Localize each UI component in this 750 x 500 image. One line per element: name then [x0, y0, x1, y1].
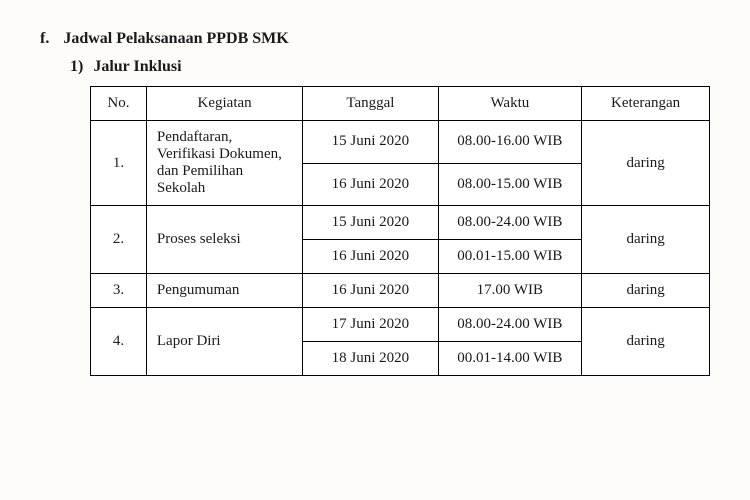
header-kegiatan: Kegiatan [146, 87, 302, 121]
cell-kegiatan: Proses seleksi [146, 206, 302, 274]
cell-kegiatan: Pengumuman [146, 274, 302, 308]
table-row: 4. Lapor Diri 17 Juni 2020 08.00-24.00 W… [91, 308, 710, 342]
cell-tanggal: 15 Juni 2020 [303, 206, 438, 240]
cell-ket: daring [582, 206, 710, 274]
schedule-table: No. Kegiatan Tanggal Waktu Keterangan 1.… [90, 86, 710, 376]
table-row: 1. Pendaftaran, Verifikasi Dokumen, dan … [91, 121, 710, 164]
table-body: 1. Pendaftaran, Verifikasi Dokumen, dan … [91, 121, 710, 376]
cell-no: 1. [91, 121, 147, 206]
cell-waktu: 00.01-15.00 WIB [438, 240, 582, 274]
table-row: 3. Pengumuman 16 Juni 2020 17.00 WIB dar… [91, 274, 710, 308]
cell-tanggal: 16 Juni 2020 [303, 274, 438, 308]
header-keterangan: Keterangan [582, 87, 710, 121]
cell-no: 2. [91, 206, 147, 274]
cell-tanggal: 18 Juni 2020 [303, 342, 438, 376]
header-tanggal: Tanggal [303, 87, 438, 121]
header-no: No. [91, 87, 147, 121]
cell-waktu: 08.00-24.00 WIB [438, 206, 582, 240]
cell-tanggal: 16 Juni 2020 [303, 240, 438, 274]
subsection-title: Jalur Inklusi [93, 58, 181, 76]
section-title: Jadwal Pelaksanaan PPDB SMK [63, 30, 288, 48]
cell-no: 4. [91, 308, 147, 376]
cell-waktu: 08.00-15.00 WIB [438, 163, 582, 206]
cell-kegiatan: Lapor Diri [146, 308, 302, 376]
cell-waktu: 17.00 WIB [438, 274, 582, 308]
cell-ket: daring [582, 121, 710, 206]
section-f-header: f. Jadwal Pelaksanaan PPDB SMK [40, 30, 710, 48]
cell-ket: daring [582, 308, 710, 376]
cell-tanggal: 16 Juni 2020 [303, 163, 438, 206]
cell-waktu: 08.00-24.00 WIB [438, 308, 582, 342]
cell-tanggal: 15 Juni 2020 [303, 121, 438, 164]
table-header-row: No. Kegiatan Tanggal Waktu Keterangan [91, 87, 710, 121]
table-row: 2. Proses seleksi 15 Juni 2020 08.00-24.… [91, 206, 710, 240]
cell-tanggal: 17 Juni 2020 [303, 308, 438, 342]
subsection-number: 1) [70, 58, 83, 76]
cell-waktu: 08.00-16.00 WIB [438, 121, 582, 164]
cell-ket: daring [582, 274, 710, 308]
header-waktu: Waktu [438, 87, 582, 121]
cell-waktu: 00.01-14.00 WIB [438, 342, 582, 376]
subsection-header: 1) Jalur Inklusi [70, 58, 710, 76]
cell-kegiatan: Pendaftaran, Verifikasi Dokumen, dan Pem… [146, 121, 302, 206]
cell-no: 3. [91, 274, 147, 308]
section-letter: f. [40, 30, 49, 48]
